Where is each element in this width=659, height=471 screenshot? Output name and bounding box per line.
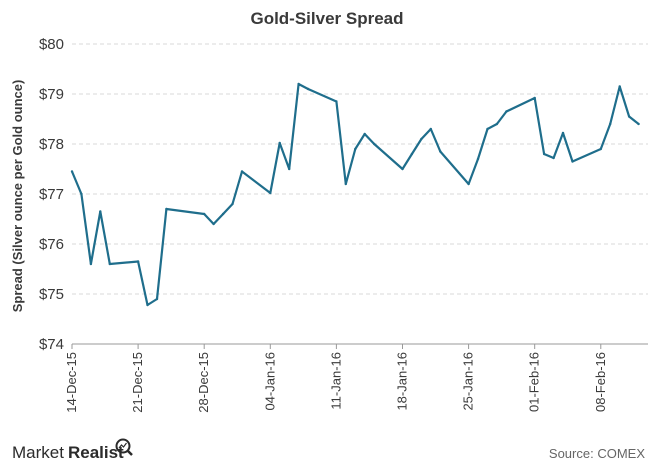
data-point xyxy=(439,150,442,153)
data-point xyxy=(99,210,102,213)
x-tick-label: 25-Jan-16 xyxy=(461,352,476,411)
market-realist-logo: Market Realist xyxy=(12,438,133,462)
logo-text-regular: Market xyxy=(12,443,64,462)
data-point xyxy=(571,160,574,163)
data-point xyxy=(89,262,93,266)
data-point xyxy=(306,87,310,91)
source-note: Source: COMEX xyxy=(549,446,645,461)
data-point xyxy=(486,127,489,131)
data-point xyxy=(627,115,631,118)
y-tick-label: $78 xyxy=(39,136,64,153)
data-point xyxy=(155,297,159,301)
data-point xyxy=(363,132,366,136)
data-point xyxy=(476,157,480,161)
data-point xyxy=(344,182,347,186)
data-point xyxy=(401,167,404,171)
x-tick-label: 21-Dec-15 xyxy=(130,352,145,413)
data-point xyxy=(136,260,140,263)
data-point xyxy=(495,122,499,126)
data-point xyxy=(533,96,536,100)
data-point xyxy=(561,131,565,135)
data-point xyxy=(542,152,546,156)
y-tick-label: $76 xyxy=(39,236,64,253)
data-point xyxy=(70,170,74,173)
x-tick-label: 18-Jan-16 xyxy=(394,352,409,411)
data-point xyxy=(231,202,234,206)
data-point xyxy=(269,191,272,195)
data-point xyxy=(609,122,612,126)
data-point xyxy=(354,147,357,151)
data-point xyxy=(335,100,338,103)
y-tick-label: $77 xyxy=(39,186,64,203)
y-tick-label: $79 xyxy=(39,86,64,103)
data-points xyxy=(70,82,640,307)
x-tick-label: 14-Dec-15 xyxy=(64,352,79,413)
x-axis-ticks: 14-Dec-15 21-Dec-15 28-Dec-15 04-Jan-16 11-J… xyxy=(64,344,608,413)
x-tick-label: 04-Jan-16 xyxy=(262,352,277,411)
data-point xyxy=(373,142,376,146)
data-point xyxy=(637,122,640,126)
data-point xyxy=(420,137,423,141)
series-line xyxy=(70,82,640,307)
data-point xyxy=(108,262,112,266)
y-tick-label: $75 xyxy=(39,286,64,303)
data-point xyxy=(165,207,168,211)
x-tick-label: 08-Feb-16 xyxy=(593,352,608,412)
data-point xyxy=(410,152,414,156)
data-point xyxy=(221,212,225,216)
data-point xyxy=(429,127,432,131)
magnifier-icon xyxy=(115,438,133,456)
data-point xyxy=(288,167,291,171)
x-tick-label: 28-Dec-15 xyxy=(196,352,211,413)
data-point xyxy=(297,82,300,86)
x-tick-label: 11-Jan-16 xyxy=(328,352,343,410)
chart-title: Gold-Silver Spread xyxy=(250,9,403,28)
data-point xyxy=(467,182,470,186)
data-point xyxy=(599,147,602,151)
data-point xyxy=(240,170,244,173)
logo-text-bold: Realist xyxy=(68,443,124,462)
data-point xyxy=(80,192,83,196)
data-point xyxy=(618,85,621,88)
y-axis-ticks: $74 $75 $76 $77 $78 $79 $80 xyxy=(39,36,64,353)
x-tick-label: 01-Feb-16 xyxy=(527,352,542,412)
y-axis-label: Spread (Silver ounce per Gold ounce) xyxy=(10,80,25,313)
y-tick-label: $74 xyxy=(39,336,64,353)
data-point xyxy=(278,141,281,145)
data-point xyxy=(203,212,206,216)
data-point xyxy=(552,156,555,160)
grid-lines xyxy=(72,43,648,295)
data-point xyxy=(212,222,215,226)
data-point xyxy=(505,110,508,113)
data-point xyxy=(146,303,149,307)
y-tick-label: $80 xyxy=(39,36,64,53)
